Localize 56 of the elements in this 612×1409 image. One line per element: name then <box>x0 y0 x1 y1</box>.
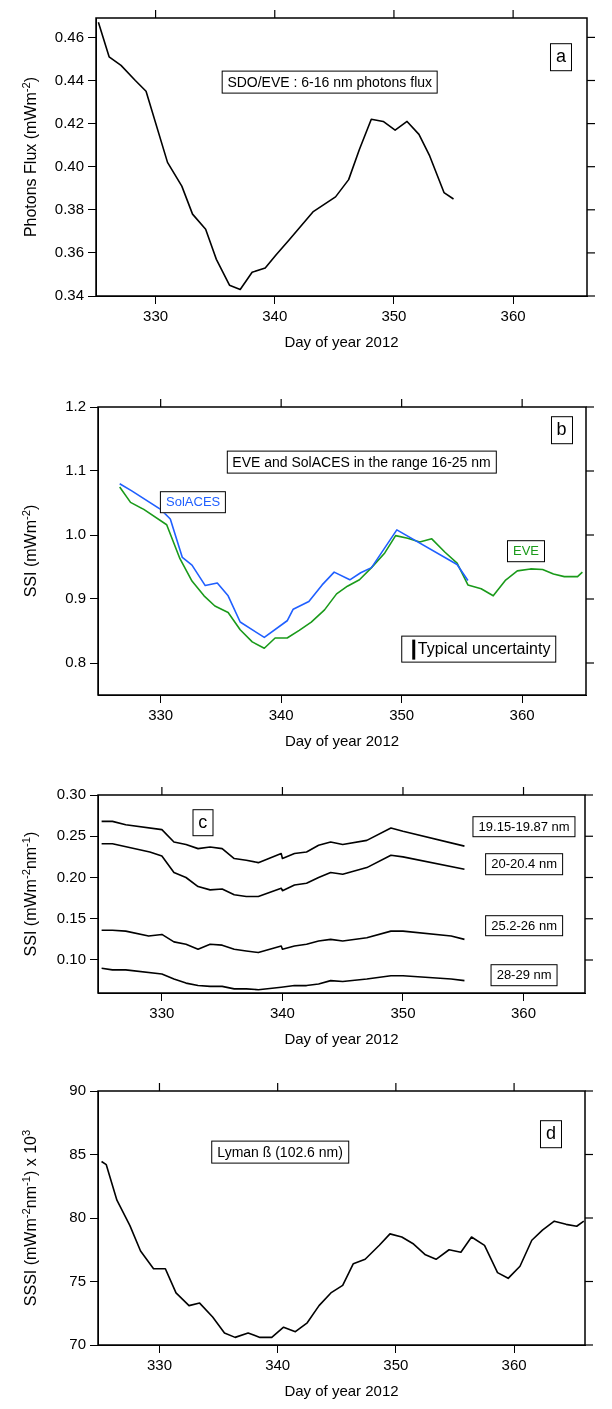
x-tick-label: 330 <box>148 706 174 724</box>
x-axis-title: Day of year 2012 <box>284 1382 399 1400</box>
x-tick-label: 360 <box>501 1356 527 1374</box>
y-tick-label: 90 <box>69 1081 86 1099</box>
series-label: 19.15-19.87 nm <box>472 815 576 838</box>
x-tick-label: 340 <box>268 706 294 724</box>
x-tick-label: 360 <box>500 307 526 325</box>
text: SDO/EVE : 6-16 nm photons flux <box>221 70 439 94</box>
x-tick-label: 330 <box>143 307 169 325</box>
annotation: c <box>192 808 214 837</box>
y-tick-label: 0.10 <box>56 950 86 968</box>
y-tick-label: 0.46 <box>54 27 84 45</box>
series-label: EVE <box>506 540 545 562</box>
x-tick-label: 340 <box>265 1356 291 1374</box>
y-tick-label: 0.40 <box>54 156 84 174</box>
y-tick-label: 0.20 <box>56 867 86 885</box>
series-label: SolACES <box>160 491 227 513</box>
x-tick-label: 350 <box>390 1004 416 1022</box>
x-tick-label: 330 <box>146 1356 172 1374</box>
annotation: b <box>550 416 573 444</box>
x-tick-label: 360 <box>509 706 535 724</box>
y-tick-label: 85 <box>69 1144 86 1162</box>
x-axis-title: Day of year 2012 <box>284 1030 399 1048</box>
y-tick-label: 0.25 <box>56 826 86 844</box>
y-tick-label: 0.9 <box>65 589 86 607</box>
y-tick-label: 0.15 <box>56 908 86 926</box>
annotation: Typical uncertainty <box>417 639 551 657</box>
y-tick-label: 1.0 <box>65 525 86 543</box>
text: 20-20.4 nm <box>485 853 564 876</box>
x-tick-label: 350 <box>383 1356 409 1374</box>
y-tick-label: 0.30 <box>56 785 86 803</box>
y-tick-label: 1.1 <box>65 461 86 479</box>
y-tick-label: 0.34 <box>54 286 84 304</box>
legend-label: 25.2-26 nm <box>485 914 564 937</box>
x-tick-label: 340 <box>262 307 288 325</box>
x-axis-title: Day of year 2012 <box>284 732 400 750</box>
text: EVE and SolACES in the range 16-25 nm <box>226 450 497 474</box>
y-tick-label: 0.38 <box>54 199 84 217</box>
x-tick-label: 350 <box>381 307 407 325</box>
x-tick-label: 360 <box>511 1004 537 1022</box>
y-tick-label: 0.42 <box>54 113 84 131</box>
y-tick-label: 0.8 <box>65 653 86 671</box>
y-tick-label: 0.44 <box>54 70 84 88</box>
y-tick-label: 70 <box>69 1335 86 1353</box>
y-tick-label: 1.2 <box>65 397 86 415</box>
x-axis-title: Day of year 2012 <box>284 333 399 351</box>
x-tick-label: 350 <box>389 706 415 724</box>
text: Lyman ß (102.6 nm) <box>211 1140 349 1164</box>
annotation: d <box>539 1120 562 1148</box>
y-tick-label: 0.36 <box>54 243 84 261</box>
y-tick-label: 75 <box>69 1271 86 1289</box>
text: 28-29 nm <box>490 964 558 986</box>
x-tick-label: 340 <box>269 1004 295 1022</box>
x-tick-label: 330 <box>149 1004 175 1022</box>
y-tick-label: 80 <box>69 1208 86 1226</box>
annotation: a <box>549 43 572 71</box>
